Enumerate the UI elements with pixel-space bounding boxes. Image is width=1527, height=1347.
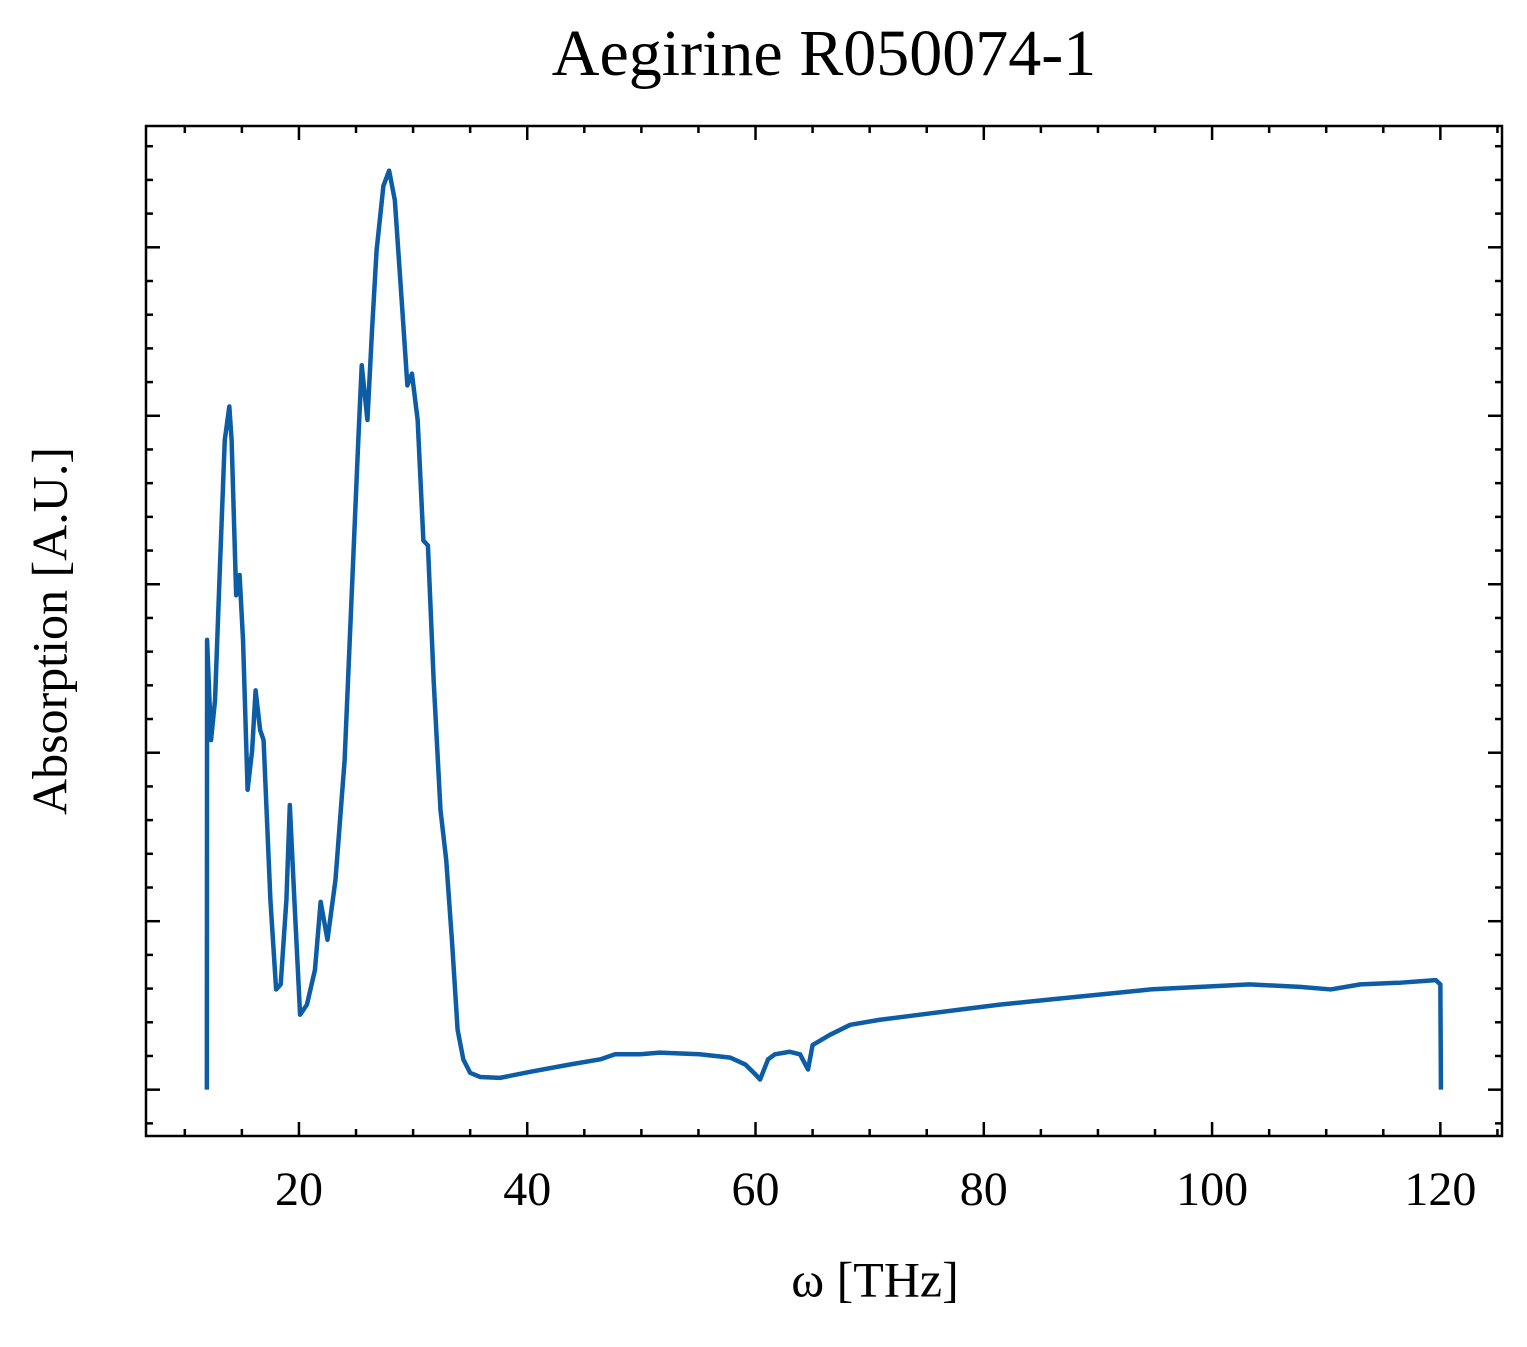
data-line	[204, 168, 1444, 1090]
x-tick-label: 120	[1404, 1163, 1476, 1216]
chart-title: Aegirine R050074-1	[552, 17, 1096, 90]
x-tick-label: 60	[732, 1163, 780, 1216]
x-tick-label: 40	[503, 1163, 551, 1216]
x-axis-title: ω [THz]	[791, 1251, 959, 1307]
plot-frame	[144, 124, 1504, 1138]
y-axis-title: Absorption [A.U.]	[21, 447, 77, 815]
x-tick-label: 100	[1176, 1163, 1248, 1216]
x-tick-label: 80	[960, 1163, 1008, 1216]
x-tick-label: 20	[275, 1163, 323, 1216]
